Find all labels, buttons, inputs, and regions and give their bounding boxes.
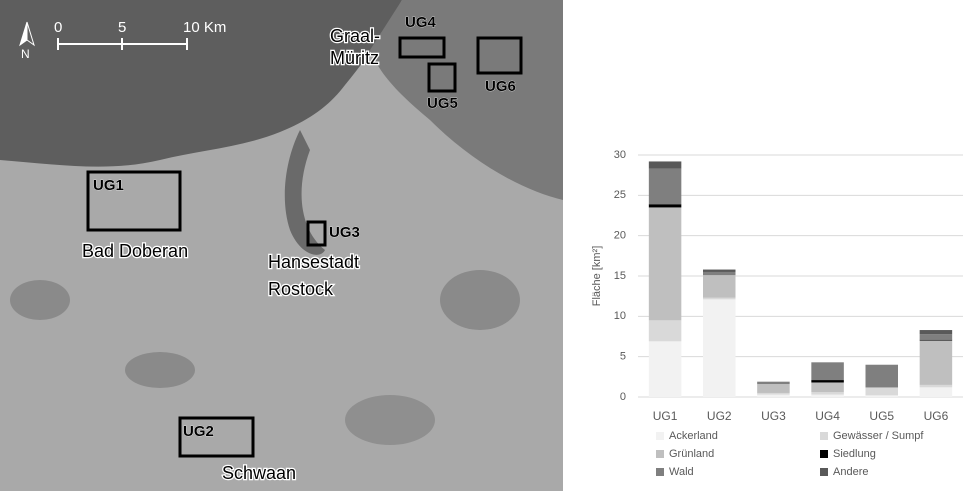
x-tick-label: UG4	[815, 409, 840, 423]
map-patch	[125, 352, 195, 388]
bar-segment	[703, 299, 736, 397]
legend-label: Gewässer / Sumpf	[833, 430, 924, 442]
bar-segment	[920, 387, 953, 397]
bar-segment	[649, 169, 682, 204]
y-tick-label: 10	[614, 310, 626, 322]
legend-swatch	[656, 432, 664, 440]
bar-segment	[811, 395, 844, 397]
map: UG1 UG2 UG3 UG4 UG5 UG6 Graal-Müritz Bad Dobera…	[0, 0, 563, 491]
legend-label: Siedlung	[833, 448, 876, 460]
figure: UG1 UG2 UG3 UG4 UG5 UG6 Graal-Müritz Bad Dobera…	[0, 0, 976, 491]
legend-label: Wald	[669, 466, 694, 478]
area-label: UG1	[93, 177, 124, 194]
place-label: Müritz	[330, 48, 379, 68]
area-label: UG4	[405, 14, 437, 31]
bar-segment	[811, 362, 844, 380]
legend-swatch	[820, 450, 828, 458]
bar-segment	[920, 334, 953, 340]
place-label: Graal-	[330, 26, 380, 46]
area-label: UG2	[183, 423, 214, 440]
y-tick-label: 30	[614, 149, 626, 161]
bar-segment	[920, 340, 953, 341]
bar-segment	[649, 341, 682, 397]
x-tick-label: UG2	[707, 409, 732, 423]
bar-segment	[920, 385, 953, 387]
y-tick-label: 0	[620, 391, 626, 403]
x-tick-label: UG1	[653, 409, 678, 423]
bar-segment	[866, 387, 899, 388]
y-tick-label: 20	[614, 230, 626, 242]
bar-segment	[703, 298, 736, 300]
bar-segment	[811, 382, 844, 392]
legend-label: Grünland	[669, 448, 714, 460]
north-label: N	[21, 47, 30, 61]
place-label: Schwaan	[222, 463, 296, 483]
bar-segment	[703, 272, 736, 275]
legend-swatch	[820, 468, 828, 476]
area-label: UG5	[427, 95, 458, 112]
legend-label: Ackerland	[669, 430, 718, 442]
area-label: UG3	[329, 224, 360, 241]
scale-label: 0	[54, 19, 62, 36]
bar-segment	[703, 270, 736, 272]
bar-segment	[866, 395, 899, 397]
scale-label: 10 Km	[183, 19, 226, 36]
x-tick-label: UG3	[761, 409, 786, 423]
legend-label: Andere	[833, 466, 868, 478]
bar-segment	[649, 320, 682, 341]
bar-segment	[649, 207, 682, 320]
bar-segment	[649, 161, 682, 168]
place-label: Hansestadt	[268, 252, 359, 272]
map-patch	[440, 270, 520, 330]
scale-label: 5	[118, 19, 126, 36]
map-patch	[345, 395, 435, 445]
legend-swatch	[820, 432, 828, 440]
bar-segment	[811, 380, 844, 382]
bar-segment	[920, 341, 953, 385]
bar-segment	[703, 275, 736, 298]
bar-segment	[757, 382, 790, 384]
place-label: Rostock	[268, 279, 334, 299]
bar-segment	[757, 395, 790, 397]
x-tick-label: UG6	[924, 409, 949, 423]
y-tick-label: 15	[614, 270, 626, 282]
bar-segment	[920, 330, 953, 334]
x-tick-label: UG5	[869, 409, 894, 423]
legend-swatch	[656, 468, 664, 476]
bar-segment	[866, 365, 899, 388]
place-label: Bad Doberan	[82, 241, 188, 261]
bar-segment	[811, 392, 844, 394]
legend-swatch	[656, 450, 664, 458]
bar-segment	[757, 393, 790, 395]
bar-segment	[757, 384, 790, 393]
map-patch	[10, 280, 70, 320]
y-tick-label: 5	[620, 351, 626, 363]
y-tick-label: 25	[614, 189, 626, 201]
y-axis-label: Fläche [km²]	[591, 246, 603, 307]
bar-segment	[866, 388, 899, 395]
bar-segment	[649, 204, 682, 207]
area-label: UG6	[485, 78, 516, 95]
